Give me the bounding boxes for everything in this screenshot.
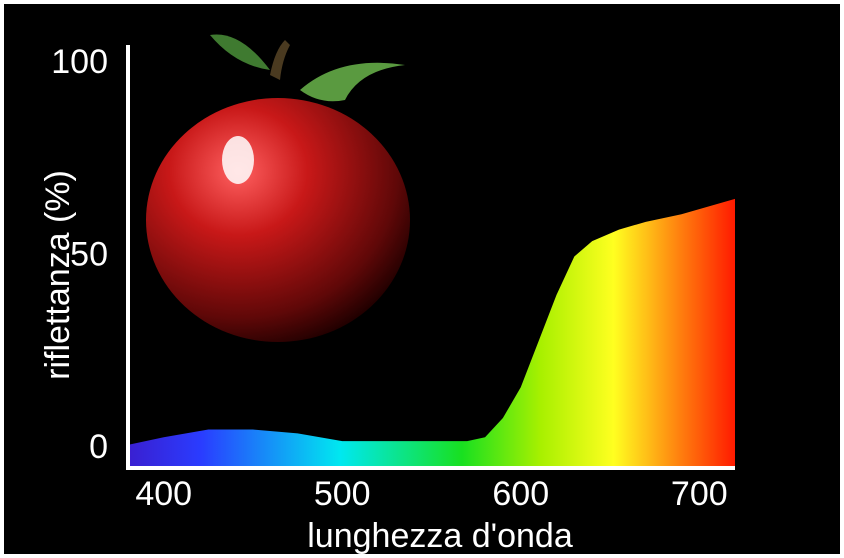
reflectance-area: [128, 198, 735, 466]
x-tick-label: 500: [314, 475, 371, 513]
x-axis-title: lunghezza d'onda: [307, 517, 573, 555]
y-tick-label: 50: [70, 235, 108, 273]
x-tick-label: 400: [135, 475, 192, 513]
y-tick-label: 100: [51, 43, 108, 81]
y-tick-label: 0: [89, 428, 108, 466]
y-axis-title: riflettanza (%): [39, 170, 77, 380]
x-tick-label: 600: [492, 475, 549, 513]
x-tick-label: 700: [671, 475, 728, 513]
apple-illustration: [146, 34, 410, 342]
